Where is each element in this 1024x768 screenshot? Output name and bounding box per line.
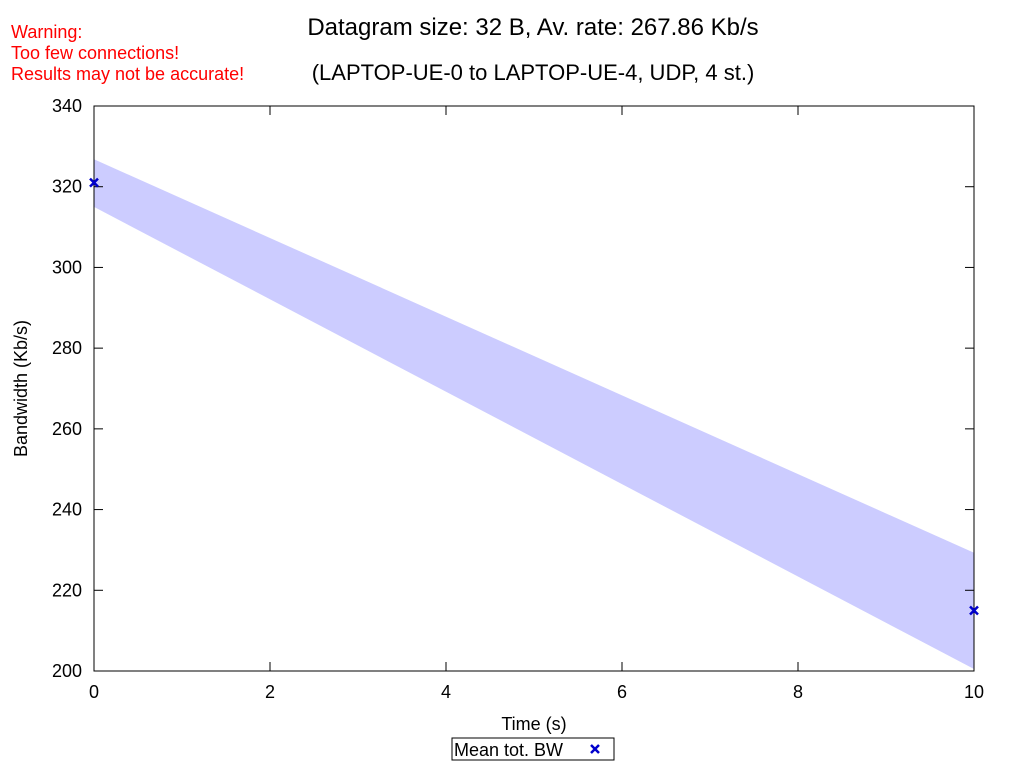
legend-marker — [590, 744, 600, 754]
legend-label: Mean tot. BW — [454, 740, 563, 760]
legend-box — [451, 737, 615, 761]
warning-accuracy: Results may not be accurate! — [11, 64, 245, 84]
chart-title: Datagram size: 32 B, Av. rate: 267.86 Kb… — [307, 14, 759, 41]
mean-bw-point — [89, 177, 99, 188]
chart-subtitle: (LAPTOP-UE-0 to LAPTOP-UE-4, UDP, 4 st.) — [311, 60, 755, 85]
x-tick-label: 8 — [793, 682, 803, 702]
x-tick-label: 0 — [89, 682, 99, 702]
y-tick-label: 240 — [52, 500, 82, 520]
y-tick-label: 280 — [52, 338, 82, 358]
x-tick-label: 2 — [265, 682, 275, 702]
y-tick-label: 220 — [52, 580, 82, 600]
mean-bw-point — [969, 605, 979, 616]
y-tick-label: 320 — [52, 177, 82, 197]
x-tick-label: 6 — [617, 682, 627, 702]
plot-frame — [93, 105, 975, 672]
x-tick-label: 4 — [441, 682, 451, 702]
warning-few-connections: Too few connections! — [11, 43, 180, 63]
y-tick-label: 260 — [52, 419, 82, 439]
x-axis-label: Time (s) — [501, 714, 566, 734]
y-axis-label: Bandwidth (Kb/s) — [11, 320, 31, 457]
y-tick-label: 340 — [52, 96, 82, 116]
y-tick-label: 300 — [52, 257, 82, 277]
warning-heading: Warning: — [11, 22, 83, 42]
x-tick-label: 10 — [964, 682, 984, 702]
y-tick-label: 200 — [52, 661, 82, 681]
confidence-band — [94, 159, 974, 669]
